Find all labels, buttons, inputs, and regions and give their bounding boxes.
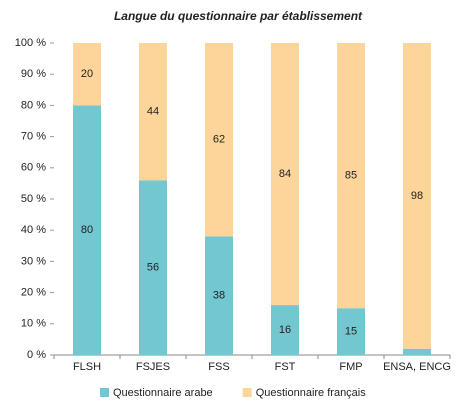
value-label: 84	[279, 168, 291, 180]
x-tick-label: FLSH	[73, 361, 101, 373]
x-tick-label: FSS	[208, 361, 229, 373]
bar-segment	[73, 43, 101, 106]
chart-title: Langue du questionnaire par établissemen…	[114, 9, 363, 23]
y-tick-label: 90 %	[21, 68, 46, 80]
y-tick-label: 10 %	[21, 318, 46, 330]
bar-segment	[271, 43, 299, 306]
legend-swatch	[242, 388, 252, 397]
y-tick-label: 30 %	[21, 255, 46, 267]
y-tick-label: 40 %	[21, 224, 46, 236]
value-label: 15	[345, 326, 357, 338]
value-label: 20	[81, 68, 93, 80]
x-tick-label: ENSA, ENCG	[383, 361, 451, 373]
legend-label: Questionnaire arabe	[113, 387, 213, 399]
y-tick-label: 100 %	[15, 37, 46, 49]
value-label: 62	[213, 134, 225, 146]
value-label: 44	[147, 106, 159, 118]
value-label: 38	[213, 290, 225, 302]
value-label: 16	[279, 324, 291, 336]
y-tick-label: 70 %	[21, 131, 46, 143]
bar-segment	[337, 308, 365, 355]
legend-label: Questionnaire français	[256, 387, 367, 399]
bar-segment	[403, 348, 431, 355]
value-label: 80	[81, 224, 93, 236]
value-label: 98	[411, 190, 423, 202]
x-tick-label: FSJES	[136, 361, 170, 373]
legend-swatch	[100, 388, 109, 397]
y-tick-label: 80 %	[21, 99, 46, 111]
y-tick-label: 50 %	[21, 193, 46, 205]
x-tick-label: FST	[275, 361, 296, 373]
x-tick-label: FMP	[339, 361, 362, 373]
bar-segment	[73, 105, 101, 356]
value-label: 85	[345, 170, 357, 182]
y-tick-label: 20 %	[21, 287, 46, 299]
y-tick-label: 0 %	[27, 349, 46, 361]
bar-segment	[205, 43, 233, 237]
bar-segment	[139, 43, 167, 181]
bar-segment	[403, 43, 431, 349]
bar-segment	[205, 236, 233, 355]
y-tick-label: 60 %	[21, 162, 46, 174]
bar-segment	[139, 180, 167, 355]
bar-segment	[337, 43, 365, 309]
bar-segment	[271, 305, 299, 355]
value-label: 56	[147, 262, 159, 274]
